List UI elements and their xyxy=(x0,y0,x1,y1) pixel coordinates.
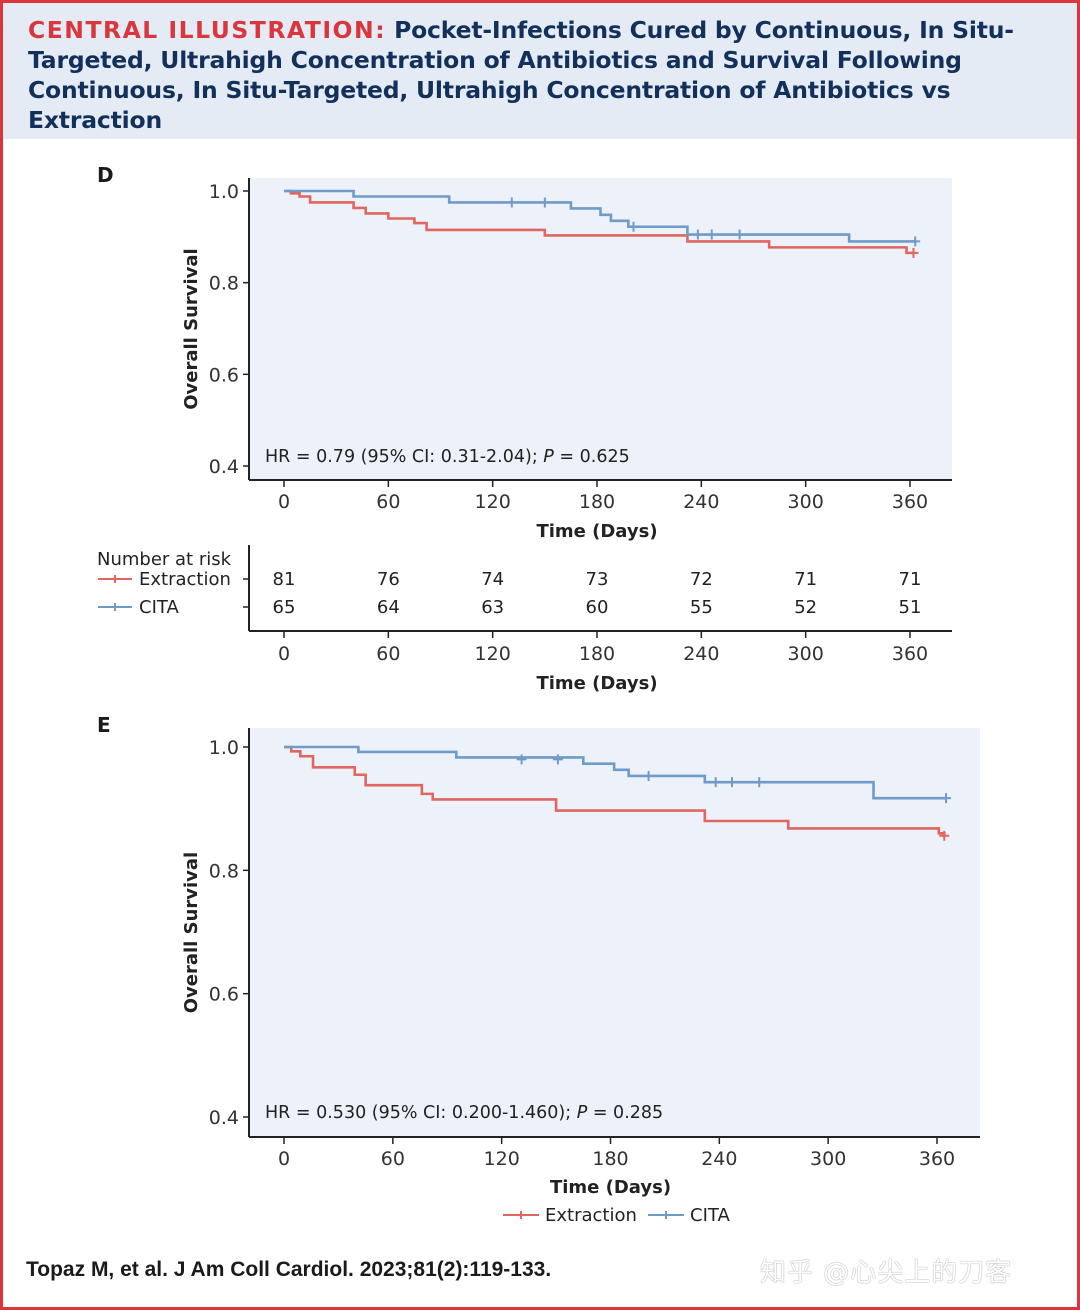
censor-mark-cita xyxy=(552,754,563,765)
figure-title: CENTRAL ILLUSTRATION: Pocket-Infections … xyxy=(28,15,1058,135)
censor-mark-cita xyxy=(754,777,765,788)
risk-x-tick-label: 360 xyxy=(892,643,928,665)
censor-mark-cita xyxy=(727,777,738,788)
y-axis-label: Overall Survival xyxy=(181,248,202,409)
x-tick-label: 0 xyxy=(278,491,290,513)
risk-x-tick-label: 240 xyxy=(683,643,719,665)
censor-mark-cita xyxy=(734,229,745,240)
legend-label-cita: CITA xyxy=(690,1205,730,1226)
risk-value: 52 xyxy=(794,597,817,618)
risk-value: 55 xyxy=(690,597,713,618)
km-panel-d: 0.4 0.6 0.8 1.0 0 60 120 180 240 300 360 Time (Days… xyxy=(97,178,952,694)
censor-mark-extraction xyxy=(939,830,950,841)
censor-mark-cita xyxy=(710,777,721,788)
y-tick-label: 1.0 xyxy=(209,181,239,203)
censor-mark-cita xyxy=(941,793,952,804)
y-tick-label: 0.8 xyxy=(209,860,239,882)
x-tick-label: 240 xyxy=(701,1148,737,1170)
x-axis-label: Time (Days) xyxy=(550,1177,671,1198)
censor-mark-cita xyxy=(539,197,550,208)
risk-table-title: Number at risk xyxy=(97,549,232,570)
watermark: 知乎 @心尖上的刀客 xyxy=(760,1258,1013,1288)
km-curve-cita xyxy=(284,745,947,800)
y-tick-label: 0.6 xyxy=(209,984,239,1006)
risk-x-tick-label: 180 xyxy=(579,643,615,665)
title-text: Pocket-Infections Cured by Continuous, I… xyxy=(28,16,1014,134)
plot-area xyxy=(249,728,980,1137)
y-tick-label: 0.4 xyxy=(209,1107,239,1129)
header-banner: CENTRAL ILLUSTRATION: Pocket-Infections … xyxy=(3,3,1077,139)
censor-mark-cita xyxy=(910,236,921,247)
x-axis-label: Time (Days) xyxy=(536,521,657,542)
risk-x-tick-label: 300 xyxy=(788,643,824,665)
risk-value: 71 xyxy=(899,569,922,590)
risk-value: 72 xyxy=(690,569,713,590)
y-tick-label: 1.0 xyxy=(209,737,239,759)
y-axis-label: Overall Survival xyxy=(181,852,202,1013)
censor-mark-cita xyxy=(643,770,654,781)
y-tick-label: 0.8 xyxy=(209,273,239,295)
x-tick-label: 240 xyxy=(683,491,719,513)
censor-mark-extraction xyxy=(908,247,919,258)
x-tick-label: 180 xyxy=(592,1148,628,1170)
y-tick-label: 0.4 xyxy=(209,456,239,478)
km-curve-extraction xyxy=(284,745,946,836)
censor-mark-cita xyxy=(628,221,639,232)
citation: Topaz M, et al. J Am Coll Cardiol. 2023;… xyxy=(26,1258,552,1281)
legend-label-extraction: Extraction xyxy=(545,1205,637,1226)
x-tick-label: 120 xyxy=(475,491,511,513)
central-illustration-label: CENTRAL ILLUSTRATION: xyxy=(28,16,387,44)
risk-value: 65 xyxy=(273,597,296,618)
risk-value: 76 xyxy=(377,569,400,590)
panel-d-label: D xyxy=(97,163,114,187)
risk-value: 64 xyxy=(377,597,400,618)
risk-value: 73 xyxy=(586,569,609,590)
risk-value: 71 xyxy=(794,569,817,590)
km-panel-e: 0.4 0.6 0.8 1.0 0 60 120 180 240 300 360 Time (Days… xyxy=(181,728,980,1226)
x-tick-label: 300 xyxy=(810,1148,846,1170)
censor-mark-cita xyxy=(692,229,703,240)
x-tick-label: 60 xyxy=(376,491,400,513)
chart-legend: Extraction CITA xyxy=(503,1205,730,1226)
hazard-ratio-annotation: HR = 0.530 (95% CI: 0.200-1.460); P = 0.… xyxy=(265,1103,663,1123)
y-tick-label: 0.6 xyxy=(209,364,239,386)
risk-value: 51 xyxy=(899,597,922,618)
x-tick-label: 360 xyxy=(919,1148,955,1170)
risk-value: 63 xyxy=(481,597,504,618)
x-tick-label: 300 xyxy=(788,491,824,513)
x-tick-label: 0 xyxy=(278,1148,290,1170)
risk-value: 60 xyxy=(586,597,609,618)
x-tick-label: 360 xyxy=(892,491,928,513)
censor-mark-cita xyxy=(506,197,517,208)
censor-mark-cita xyxy=(516,754,527,765)
risk-x-tick-label: 60 xyxy=(376,643,400,665)
km-curve-extraction xyxy=(284,189,914,255)
x-tick-label: 180 xyxy=(579,491,615,513)
risk-value: 74 xyxy=(481,569,504,590)
risk-table-x-label: Time (Days) xyxy=(536,673,657,694)
hazard-ratio-annotation: HR = 0.79 (95% CI: 0.31-2.04); P = 0.625 xyxy=(265,447,630,467)
x-tick-label: 120 xyxy=(484,1148,520,1170)
risk-row-label: CITA xyxy=(139,597,179,618)
risk-value: 81 xyxy=(273,569,296,590)
plot-area xyxy=(249,178,952,480)
censor-mark-cita xyxy=(706,229,717,240)
x-tick-label: 60 xyxy=(381,1148,405,1170)
panel-e-label: E xyxy=(97,713,111,737)
risk-x-tick-label: 0 xyxy=(278,643,290,665)
risk-row-label: Extraction xyxy=(139,569,231,590)
risk-x-tick-label: 120 xyxy=(475,643,511,665)
